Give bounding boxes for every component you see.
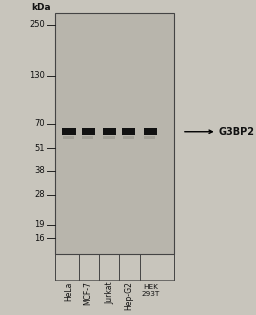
Bar	[82, 136, 93, 139]
Text: 38: 38	[34, 166, 45, 175]
Bar	[123, 136, 134, 139]
Text: 16: 16	[34, 234, 45, 243]
Text: 19: 19	[35, 220, 45, 229]
Text: 28: 28	[34, 190, 45, 199]
Text: MCF-7: MCF-7	[84, 281, 93, 305]
Text: Jurkat: Jurkat	[105, 281, 114, 304]
Text: 250: 250	[29, 20, 45, 29]
Text: kDa: kDa	[31, 3, 51, 12]
Text: G3BP2: G3BP2	[219, 127, 254, 137]
Text: Hep-G2: Hep-G2	[124, 281, 133, 310]
Bar	[55, 13, 174, 254]
Bar	[103, 136, 115, 139]
Bar	[82, 129, 95, 135]
Text: 70: 70	[34, 119, 45, 128]
Text: 130: 130	[29, 71, 45, 80]
Bar	[144, 136, 155, 139]
Bar	[103, 129, 116, 135]
Bar	[144, 129, 157, 135]
Text: HEK
293T: HEK 293T	[141, 284, 159, 297]
Bar	[62, 129, 76, 135]
Text: 51: 51	[35, 144, 45, 153]
Bar	[63, 136, 74, 139]
Bar	[122, 129, 135, 135]
Text: HeLa: HeLa	[65, 281, 73, 301]
